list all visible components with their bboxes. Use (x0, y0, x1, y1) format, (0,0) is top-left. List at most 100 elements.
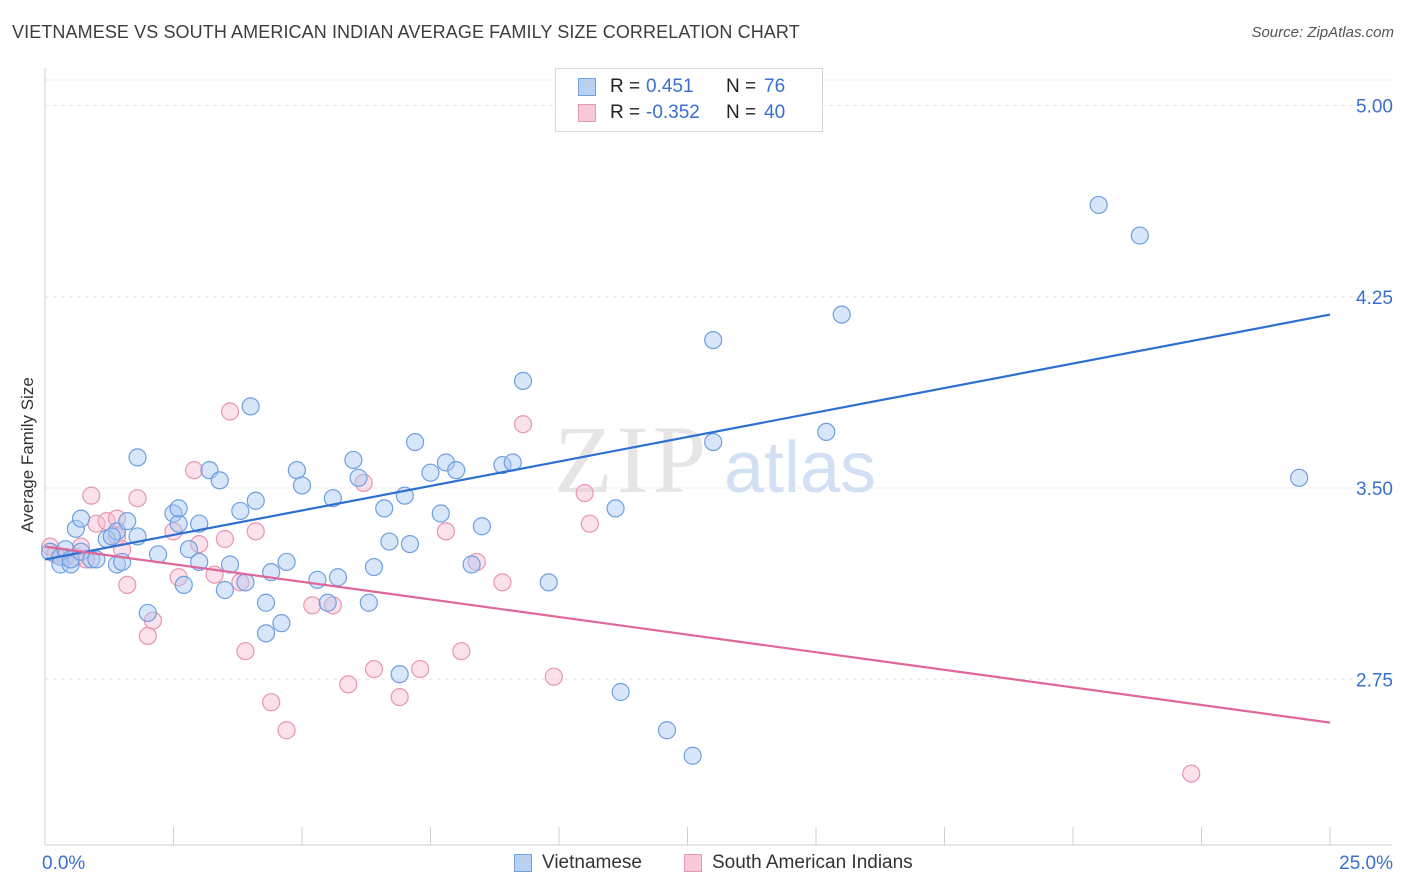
series-legend-south-american-indians: South American Indians (684, 852, 913, 874)
data-point-vietnamese (277, 552, 296, 572)
data-point-south-american-indians (339, 675, 358, 694)
data-point-vietnamese (328, 568, 348, 587)
series-legend-label-vietnamese: Vietnamese (542, 852, 642, 873)
data-point-vietnamese (323, 489, 342, 508)
data-point-south-american-indians (580, 514, 599, 533)
legend-swatch-south-american-indians (578, 104, 596, 122)
data-point-vietnamese (138, 603, 157, 623)
data-point-south-american-indians (390, 687, 409, 707)
data-point-vietnamese (380, 532, 399, 551)
watermark-atlas: atlas (724, 428, 876, 508)
data-point-south-american-indians (452, 642, 471, 661)
data-point-south-american-indians (411, 659, 430, 679)
legend-n-value: 40 (764, 102, 786, 123)
data-point-vietnamese (241, 397, 260, 416)
data-point-vietnamese (436, 453, 456, 472)
data-point-south-american-indians (277, 721, 296, 740)
chart-title: VIETNAMESE VS SOUTH AMERICAN INDIAN AVER… (12, 22, 800, 42)
axes (44, 68, 1392, 846)
data-point-vietnamese (704, 331, 723, 350)
correlation-legend: R = 0.451 N = 76 R = -0.352 N = 40 (555, 68, 823, 132)
watermark: ZIP atlas (554, 406, 876, 513)
legend-n-value: 76 (764, 76, 786, 97)
legend-row-vietnamese: R = 0.451 N = 76 (578, 75, 785, 99)
data-point-south-american-indians (354, 473, 373, 492)
data-point-south-american-indians (190, 534, 209, 554)
data-point-south-american-indians (493, 573, 512, 592)
data-point-vietnamese (431, 504, 450, 523)
data-point-south-american-indians (82, 486, 101, 505)
data-point-south-american-indians (544, 667, 563, 686)
data-point-south-american-indians (262, 693, 281, 712)
data-point-vietnamese (236, 573, 255, 592)
data-point-south-american-indians (303, 596, 322, 615)
legend-swatch-vietnamese (578, 78, 596, 96)
data-point-vietnamese (272, 614, 291, 633)
data-point-vietnamese (704, 433, 723, 452)
legend-r-value: 0.451 (646, 76, 694, 97)
data-point-south-american-indians (128, 489, 147, 508)
data-point-vietnamese (256, 593, 276, 612)
source-label: Source: ZipAtlas.com (1251, 24, 1394, 41)
data-point-vietnamese (164, 504, 183, 523)
data-point-vietnamese (190, 514, 209, 533)
data-point-south-american-indians (184, 461, 204, 480)
legend-r-value: -0.352 (646, 102, 700, 123)
y-tick-label: 5.00 (1356, 97, 1393, 118)
data-point-vietnamese (683, 746, 702, 765)
data-point-vietnamese (210, 471, 229, 490)
trend-line-south-american-indians (44, 545, 1331, 724)
data-point-vietnamese (344, 450, 363, 470)
data-point-vietnamese (462, 555, 481, 574)
data-point-vietnamese (246, 491, 265, 510)
data-point-south-american-indians (323, 596, 342, 615)
data-point-vietnamese (390, 665, 409, 684)
y-tick-label: 3.50 (1356, 479, 1393, 500)
legend-r-label: R = (610, 102, 641, 123)
series-legend-swatch-south-american-indians (684, 854, 702, 872)
data-point-vietnamese (318, 593, 337, 612)
data-point-vietnamese (513, 371, 533, 390)
data-point-vietnamese (657, 721, 677, 740)
data-point-south-american-indians (246, 522, 265, 541)
watermark-zip: ZIP (554, 406, 710, 513)
data-point-vietnamese (292, 476, 312, 495)
data-point-vietnamese (256, 624, 276, 643)
data-point-vietnamese (287, 461, 306, 480)
data-point-vietnamese (375, 499, 394, 518)
data-point-vietnamese (128, 448, 147, 467)
trend-lines (44, 313, 1331, 724)
x-tick-label-start: 0.0% (42, 853, 85, 874)
data-point-vietnamese (118, 512, 137, 531)
data-point-vietnamese (231, 501, 250, 521)
data-point-vietnamese (817, 422, 836, 441)
data-point-vietnamese (215, 580, 234, 600)
legend-row-south-american-indians: R = -0.352 N = 40 (578, 101, 785, 125)
data-point-vietnamese (1290, 468, 1309, 487)
data-point-south-american-indians (364, 659, 384, 679)
legend-n-label: N = (726, 76, 757, 97)
data-point-vietnamese (1130, 226, 1149, 245)
data-point-vietnamese (832, 305, 851, 324)
data-point-vietnamese (179, 540, 199, 559)
data-point-vietnamese (61, 555, 80, 574)
data-point-vietnamese (1089, 195, 1108, 215)
data-point-vietnamese (66, 519, 85, 538)
data-point-south-american-indians (575, 484, 594, 503)
data-point-vietnamese (606, 499, 625, 518)
data-point-vietnamese (447, 461, 466, 480)
data-point-vietnamese (169, 499, 188, 518)
data-point-vietnamese (405, 433, 425, 452)
data-point-south-american-indians (215, 529, 234, 549)
y-tick-label: 2.75 (1356, 670, 1393, 691)
series-vietnamese-points (41, 195, 1309, 765)
series-legend-vietnamese: Vietnamese (514, 852, 642, 874)
legend-n-label: N = (726, 102, 757, 123)
data-point-vietnamese (400, 534, 420, 554)
series-legend: Vietnamese South American Indians (0, 852, 1406, 878)
data-point-vietnamese (611, 682, 630, 702)
data-point-vietnamese (174, 575, 193, 595)
data-point-south-american-indians (436, 522, 456, 541)
data-point-south-american-indians (467, 552, 486, 572)
